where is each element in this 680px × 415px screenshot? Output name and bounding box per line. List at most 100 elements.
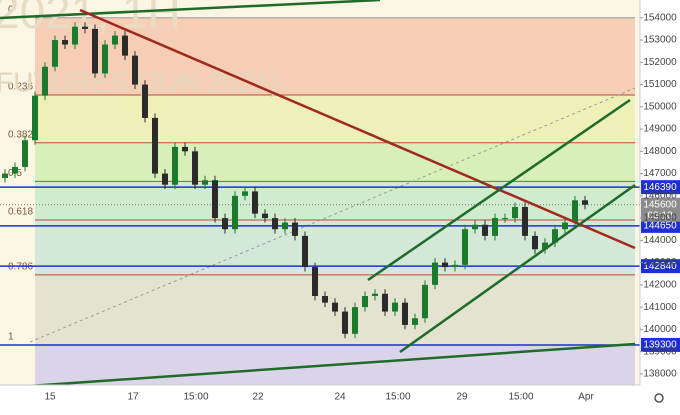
candle-body xyxy=(72,26,78,45)
x-tick-label: 15:00 xyxy=(385,392,410,403)
time-axis xyxy=(0,385,640,410)
candle-body xyxy=(442,262,448,268)
price-label-box xyxy=(641,259,680,274)
x-tick-label: 22 xyxy=(252,392,264,403)
fib-level-label: 0.382 xyxy=(8,129,33,140)
price-label: 144650 xyxy=(643,221,677,232)
candle-body xyxy=(62,40,68,45)
candle-body xyxy=(42,66,48,96)
x-tick-label: 15:00 xyxy=(508,392,533,403)
candle-body xyxy=(172,146,178,185)
y-tick-label: 148000 xyxy=(643,146,677,157)
candle-body xyxy=(112,35,118,45)
candle-body xyxy=(12,166,18,174)
y-tick-label: 145000 xyxy=(643,213,677,224)
fib-level-label: 0 xyxy=(8,4,14,15)
candle-body xyxy=(82,26,88,29)
candle-body xyxy=(392,302,398,312)
candle-body xyxy=(452,264,458,268)
candle-body xyxy=(402,302,408,325)
last-price-label: 145600 xyxy=(643,199,677,210)
y-tick-label: 147000 xyxy=(643,168,677,179)
candle-body xyxy=(182,146,188,152)
candle-body xyxy=(302,235,308,268)
candle-body xyxy=(272,218,278,230)
candle-body xyxy=(372,293,378,296)
candle-body xyxy=(192,151,198,185)
candle-body xyxy=(292,222,298,236)
candle-body xyxy=(132,55,138,85)
candle-body xyxy=(282,222,288,230)
candle-body xyxy=(352,307,358,334)
y-tick-label: 154000 xyxy=(643,12,677,23)
y-tick-label: 153000 xyxy=(643,35,677,46)
candle-body xyxy=(332,302,338,312)
y-tick-label: 143000 xyxy=(643,257,677,268)
candle-body xyxy=(322,295,328,303)
candle-body xyxy=(432,262,438,285)
fib-trend-line xyxy=(29,87,636,343)
candle-body xyxy=(122,35,128,56)
candle-body xyxy=(92,28,98,74)
fib-level-label: 1 xyxy=(8,332,14,343)
y-tick-label: 141000 xyxy=(643,302,677,313)
candle-body xyxy=(412,318,418,325)
trend-line xyxy=(0,342,636,390)
candle-body xyxy=(532,235,538,250)
candle-body xyxy=(32,95,38,141)
y-tick-label: 144000 xyxy=(643,235,677,246)
candle-body xyxy=(162,173,168,185)
x-tick-label: 15:00 xyxy=(183,392,208,403)
channel-line xyxy=(399,183,636,354)
y-tick-label: 149000 xyxy=(643,124,677,135)
candle-body xyxy=(362,295,368,308)
candle-body xyxy=(2,173,8,179)
y-tick-label: 140000 xyxy=(643,324,677,335)
candle-body xyxy=(502,218,508,220)
y-tick-label: 146000 xyxy=(643,190,677,201)
price-label-box xyxy=(641,180,680,195)
candle-body xyxy=(572,200,578,223)
x-tick-label: 17 xyxy=(127,392,139,403)
candle-body xyxy=(212,180,218,219)
y-tick-label: 142000 xyxy=(643,279,677,290)
candle-body xyxy=(582,200,588,205)
price-label: 139300 xyxy=(643,340,677,351)
trend-line xyxy=(0,0,381,20)
candle-body xyxy=(472,224,478,230)
candle-body xyxy=(542,242,548,250)
y-tick-label: 150000 xyxy=(643,101,677,112)
fib-level-label: 0.618 xyxy=(8,207,33,218)
x-tick-label: 24 xyxy=(334,392,346,403)
candle-body xyxy=(262,213,268,219)
price-label-box xyxy=(641,218,680,233)
countdown-label: 03:10 xyxy=(647,210,672,221)
x-tick-label: 15 xyxy=(44,392,56,403)
last-price-box xyxy=(641,197,680,222)
watermark: 2021, 1H xyxy=(0,0,181,38)
candle-body xyxy=(552,229,558,243)
candle-body xyxy=(482,224,488,236)
candle-body xyxy=(422,284,428,319)
candle-body xyxy=(512,206,518,219)
candle-body xyxy=(382,293,388,312)
candle-body xyxy=(492,218,498,236)
candle-body xyxy=(142,84,148,118)
price-label: 142840 xyxy=(643,261,677,272)
candle-body xyxy=(102,44,108,74)
candle-body xyxy=(232,195,238,230)
channel-line xyxy=(367,98,631,282)
y-tick-label: 139000 xyxy=(643,346,677,357)
settings-icon[interactable] xyxy=(654,393,664,403)
x-tick-label: 29 xyxy=(456,392,468,403)
price-label: 146390 xyxy=(643,182,677,193)
candle-body xyxy=(562,222,568,230)
candle-body xyxy=(52,40,58,67)
fib-level-label: 0.786 xyxy=(8,262,33,273)
candle-body xyxy=(312,267,318,296)
y-tick-label: 152000 xyxy=(643,57,677,68)
candle-body xyxy=(22,140,28,167)
x-tick-label: Apr xyxy=(578,392,594,403)
price-label-box xyxy=(641,337,680,352)
